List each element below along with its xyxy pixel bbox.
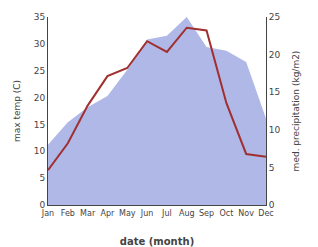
svg-text:20: 20 [34, 93, 46, 103]
svg-text:Jul: Jul [161, 209, 172, 218]
svg-text:max temp (C): max temp (C) [12, 80, 22, 142]
svg-text:5: 5 [39, 173, 45, 183]
svg-text:Jan: Jan [41, 209, 54, 218]
svg-text:25: 25 [269, 12, 280, 22]
svg-text:0: 0 [39, 200, 45, 210]
svg-text:Apr: Apr [101, 209, 116, 218]
svg-text:25: 25 [34, 66, 45, 76]
svg-text:date (month): date (month) [120, 236, 194, 247]
svg-text:15: 15 [34, 120, 45, 130]
svg-text:30: 30 [34, 39, 46, 49]
svg-text:med. precipitation (kg/m2): med. precipitation (kg/m2) [291, 51, 301, 172]
svg-text:Oct: Oct [219, 209, 233, 218]
svg-text:Sep: Sep [199, 209, 214, 218]
svg-text:May: May [119, 209, 136, 218]
svg-text:10: 10 [269, 125, 281, 135]
svg-text:Jun: Jun [140, 209, 154, 218]
svg-text:0: 0 [269, 200, 275, 210]
svg-text:35: 35 [34, 12, 45, 22]
svg-text:Dec: Dec [258, 209, 273, 218]
svg-text:5: 5 [269, 163, 275, 173]
svg-text:Nov: Nov [238, 209, 254, 218]
svg-text:Aug: Aug [179, 209, 195, 218]
svg-text:20: 20 [269, 50, 281, 60]
svg-text:10: 10 [34, 146, 46, 156]
svg-text:15: 15 [269, 87, 280, 97]
svg-text:Mar: Mar [80, 209, 96, 218]
svg-text:Feb: Feb [61, 209, 75, 218]
